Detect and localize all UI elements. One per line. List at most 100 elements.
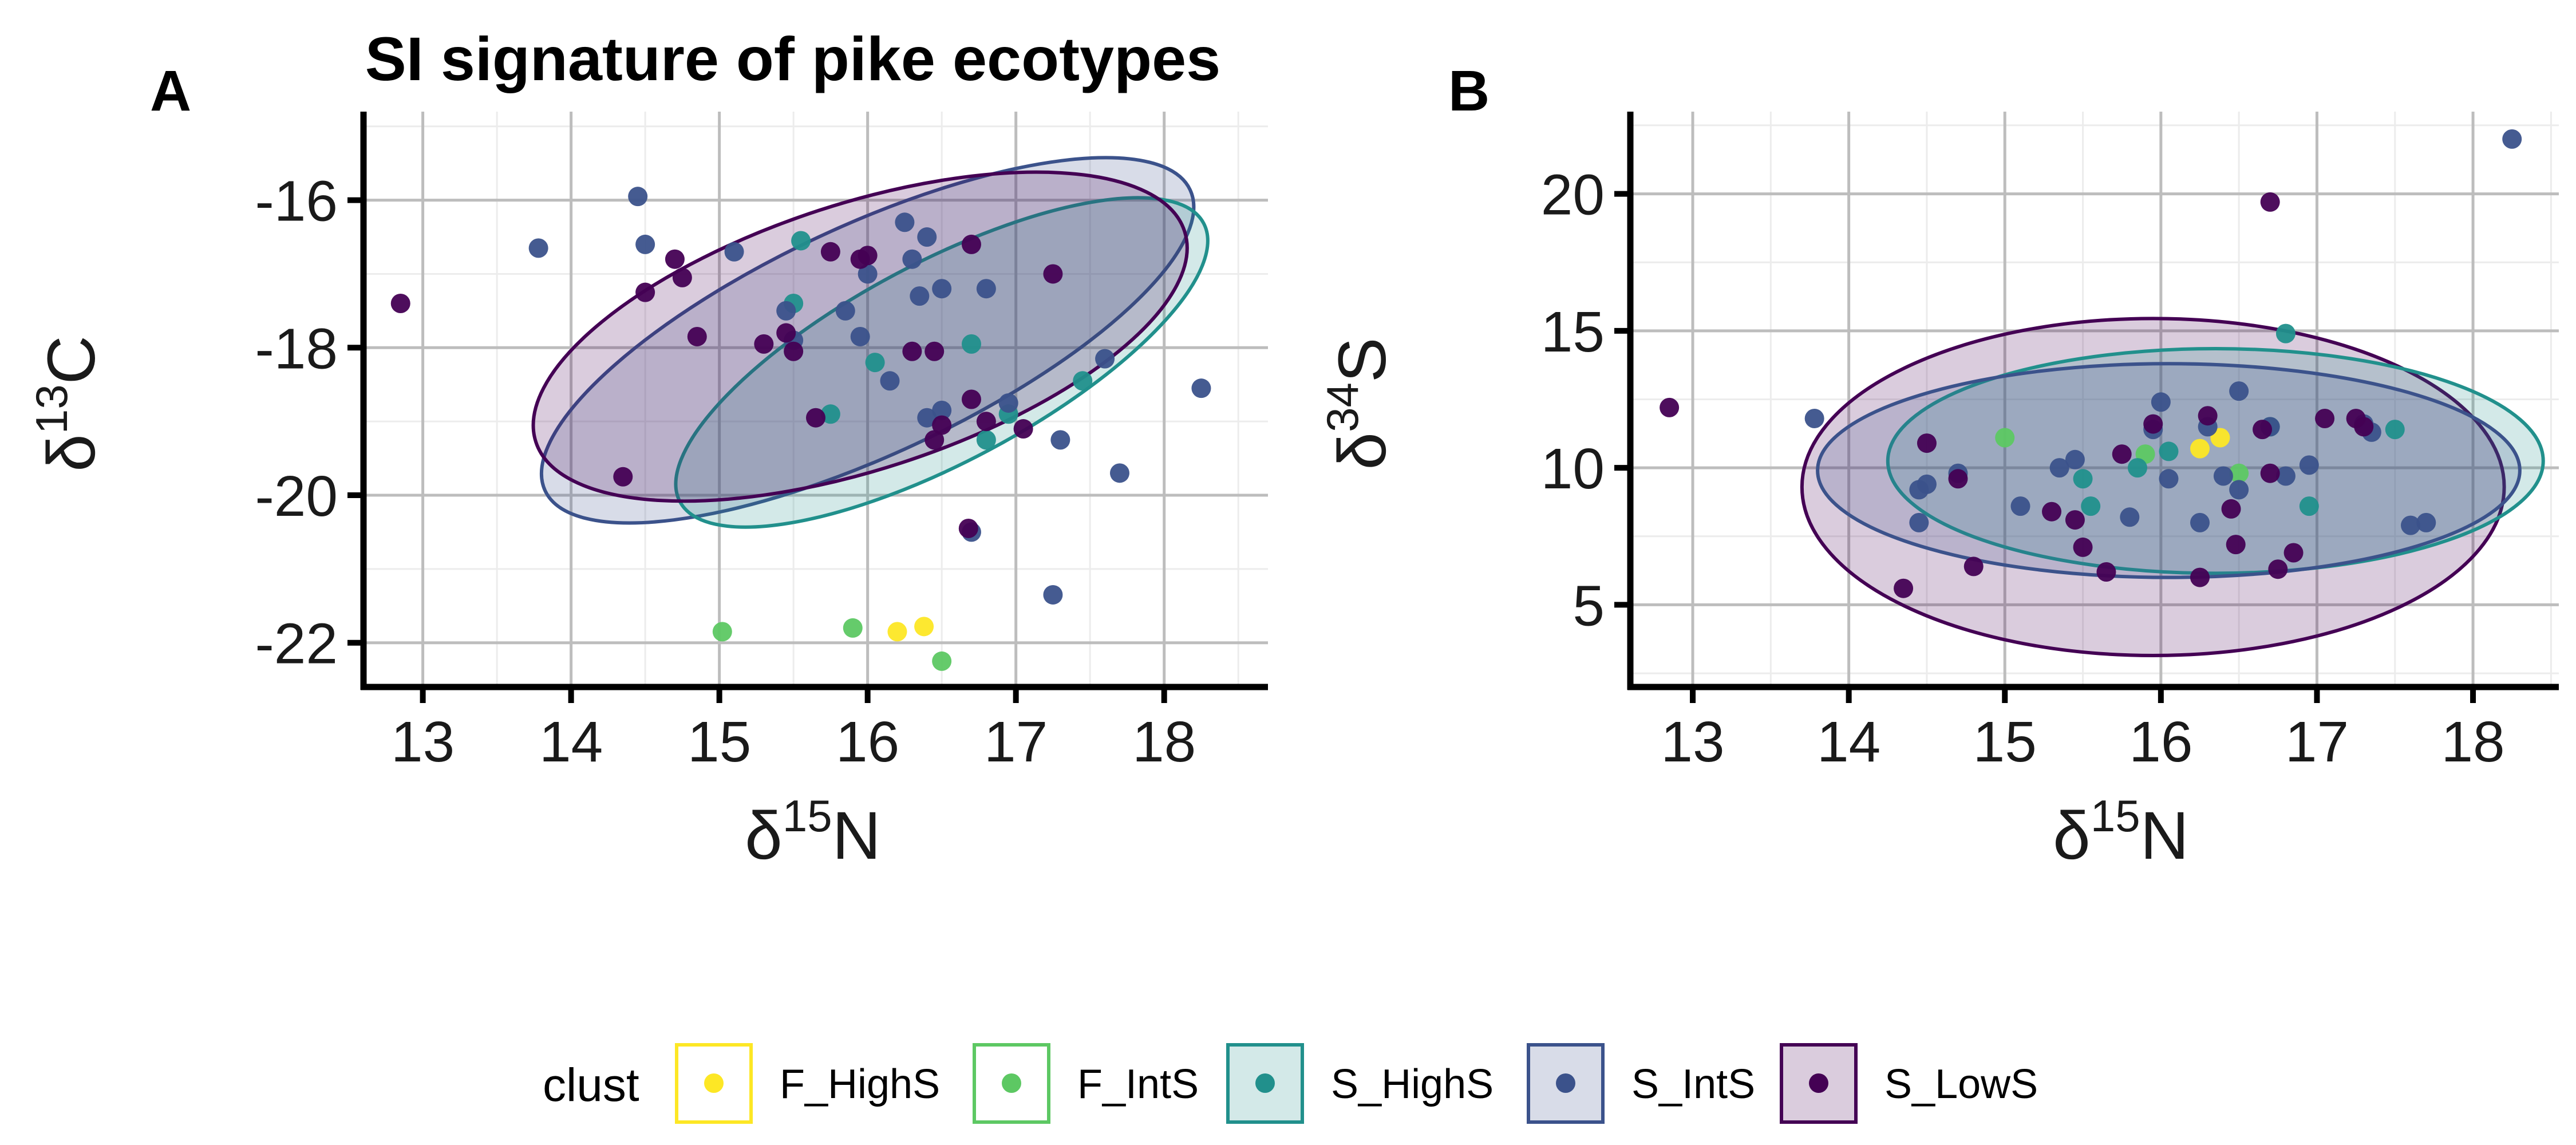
x-axis-title-a-sup: 15 (783, 791, 832, 841)
point-s-ints (910, 286, 930, 306)
point-s-lows (1013, 419, 1033, 439)
point-s-lows (2221, 499, 2241, 519)
point-s-ints (635, 234, 655, 254)
point-s-ints (2159, 469, 2179, 489)
point-s-ints (2010, 496, 2030, 516)
chart-title: SI signature of pike ecotypes (365, 24, 1220, 93)
y-axis-title-b-base: δ (1325, 432, 1400, 470)
point-s-lows (2042, 502, 2062, 522)
point-s-ints (850, 326, 870, 346)
point-s-ints (1191, 378, 1211, 398)
point-s-ints (724, 242, 744, 262)
point-s-highs (2275, 323, 2296, 344)
point-s-highs (2385, 420, 2405, 440)
point-s-lows (2283, 543, 2304, 563)
point-f-ints (2229, 463, 2249, 483)
y-tick-label: -16 (255, 169, 338, 234)
point-s-ints (1050, 430, 1070, 450)
point-s-lows (958, 518, 978, 538)
point-s-ints (776, 301, 796, 321)
point-s-lows (2073, 537, 2093, 557)
point-s-ints (932, 400, 952, 420)
point-f-ints (843, 618, 863, 638)
point-s-ints (932, 279, 952, 299)
point-s-ints (1804, 409, 1824, 428)
point-s-lows (924, 430, 945, 450)
x-axis-title-b-base: δ (2053, 798, 2091, 874)
point-s-ints (976, 279, 996, 299)
x-tick-label: 17 (2285, 710, 2349, 774)
point-s-lows (1043, 264, 1063, 284)
point-s-lows (776, 323, 796, 343)
x-tick-label: 14 (539, 710, 603, 774)
point-s-ints (1109, 463, 1129, 483)
point-s-lows (2260, 463, 2280, 483)
x-tick-label: 17 (984, 710, 1048, 774)
x-tick-label: 13 (1661, 710, 1724, 774)
legend-label-f-highs: F_HighS (780, 1061, 940, 1107)
point-s-lows (2354, 417, 2374, 437)
point-s-lows (635, 282, 655, 302)
point-s-lows (613, 467, 633, 487)
point-s-lows (961, 234, 981, 254)
point-f-highs (887, 622, 907, 642)
point-s-highs (2159, 441, 2179, 461)
point-s-ints (998, 393, 1018, 413)
point-s-lows (976, 412, 996, 432)
point-s-highs (2081, 496, 2101, 516)
point-s-ints (2229, 480, 2249, 500)
x-tick-label: 16 (836, 710, 899, 774)
x-axis-title-a-base: δ (745, 798, 783, 874)
point-s-lows (858, 246, 878, 266)
point-s-lows (932, 415, 952, 435)
x-axis-title-a-tail: N (832, 798, 881, 874)
y-tick-label: 10 (1541, 437, 1605, 501)
point-s-ints (528, 238, 548, 258)
legend-dot-f-ints (1002, 1073, 1021, 1093)
point-s-ints (2151, 392, 2171, 412)
y-axis-title-b-sup: 34 (1317, 382, 1368, 432)
point-s-lows (754, 334, 774, 354)
point-s-ints (2049, 458, 2069, 478)
point-s-ints (2065, 449, 2085, 469)
legend-title: clust (543, 1059, 639, 1111)
point-f-ints (932, 651, 952, 671)
y-tick-label: 5 (1573, 574, 1605, 638)
point-s-lows (2143, 414, 2163, 434)
legend-dot-s-highs (1255, 1073, 1275, 1093)
point-s-lows (2065, 510, 2085, 530)
plot-area-a: 13 14 15 16 17 18 -16 -18 -20 -22 (255, 112, 1268, 774)
point-s-ints (880, 371, 900, 391)
y-axis-title-a: δ13C (26, 335, 109, 472)
point-s-lows (2268, 559, 2288, 579)
point-s-ints (1095, 349, 1115, 369)
y-axis-title-a-sup: 13 (26, 384, 77, 434)
point-s-ints (2416, 512, 2436, 532)
x-tick-label: 16 (2129, 710, 2192, 774)
legend-dot-f-highs (704, 1073, 724, 1093)
point-s-ints (1043, 585, 1063, 605)
x-tick-label: 18 (2441, 710, 2504, 774)
point-s-lows (1963, 556, 1984, 577)
point-s-highs (865, 353, 885, 373)
plot-area-b: 13 14 15 16 17 18 5 10 15 20 (1541, 112, 2559, 774)
point-s-highs (976, 430, 996, 450)
x-axis-title-b-tail: N (2140, 798, 2189, 874)
legend-label-s-ints: S_IntS (1631, 1061, 1755, 1107)
point-s-lows (2198, 406, 2218, 426)
point-s-lows (390, 294, 410, 313)
point-s-lows (1660, 397, 1680, 417)
point-s-lows (1948, 469, 1968, 489)
point-f-ints (1995, 428, 2015, 448)
point-s-ints (835, 301, 855, 321)
point-s-ints (917, 227, 937, 247)
point-s-highs (791, 231, 811, 251)
y-axis-title-b-tail: S (1325, 337, 1400, 382)
y-tick-label: -20 (255, 464, 338, 528)
point-s-ints (1909, 512, 1929, 532)
point-s-lows (2226, 535, 2246, 555)
y-axis-title-a-base: δ (34, 434, 109, 472)
panel-tag-a: A (150, 59, 191, 123)
